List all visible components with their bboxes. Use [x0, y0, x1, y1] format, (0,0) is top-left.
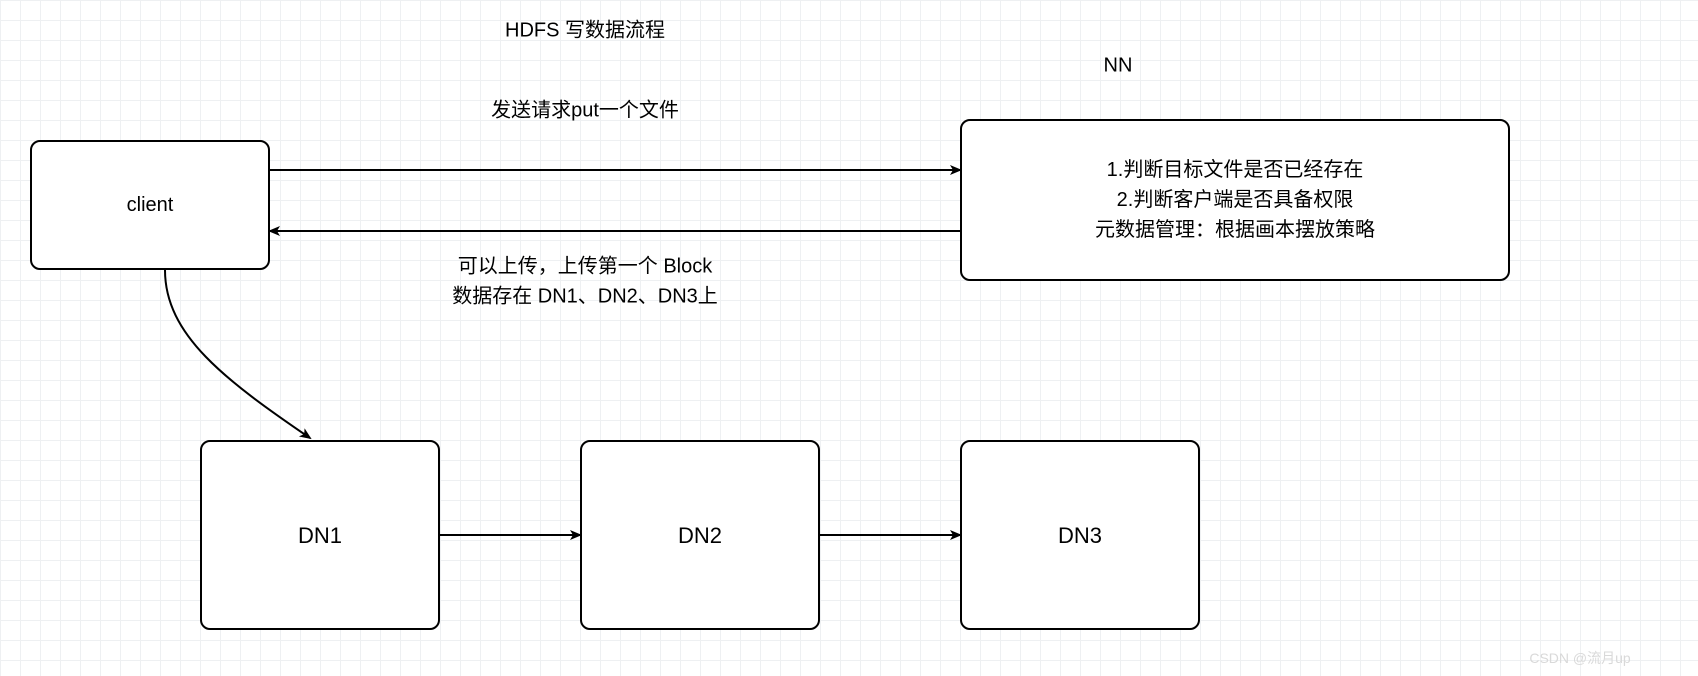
client-node-label: client [127, 190, 174, 220]
dn3-node-label: DN3 [1058, 519, 1102, 552]
nn-line-1: 1.判断目标文件是否已经存在 [1107, 155, 1364, 185]
response-line1-label: 可以上传，上传第一个 Block [458, 250, 712, 279]
dn1-node: DN1 [200, 440, 440, 630]
request-put-label: 发送请求put一个文件 [491, 94, 679, 123]
dn2-node-label: DN2 [678, 519, 722, 552]
nn-header-label: NN [1104, 55, 1133, 78]
namenode-node: 1.判断目标文件是否已经存在 2.判断客户端是否具备权限 元数据管理：根据画本摆… [960, 119, 1510, 281]
response-line2-label: 数据存在 DN1、DN2、DN3上 [452, 280, 718, 309]
client-node: client [30, 140, 270, 270]
nn-line-2: 2.判断客户端是否具备权限 [1117, 185, 1354, 215]
dn1-node-label: DN1 [298, 519, 342, 552]
dn3-node: DN3 [960, 440, 1200, 630]
diagram-title: HDFS 写数据流程 [505, 14, 665, 43]
watermark-label: CSDN @流月up [1529, 648, 1630, 668]
nn-line-3: 元数据管理：根据画本摆放策略 [1095, 215, 1375, 245]
dn2-node: DN2 [580, 440, 820, 630]
